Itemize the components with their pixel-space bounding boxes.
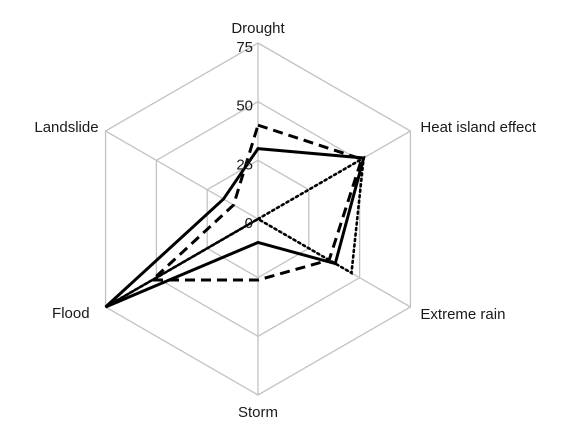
spoke-5 — [105, 130, 259, 220]
tick-label-50: 50 — [236, 98, 253, 115]
axis-labels: Drought Heat island effect Extreme rain … — [34, 20, 537, 421]
series-dotted-line — [104, 155, 366, 309]
tick-label-75: 75 — [236, 39, 253, 56]
series-layer — [104, 123, 366, 309]
tick-label-0: 0 — [245, 215, 253, 232]
axis-label-heat-island-effect: Heat island effect — [420, 119, 536, 136]
axis-label-extreme-rain: Extreme rain — [420, 306, 505, 323]
axis-label-flood: Flood — [52, 305, 90, 322]
axis-label-landslide: Landslide — [34, 119, 98, 136]
axis-label-drought: Drought — [231, 20, 285, 37]
tick-label-25: 25 — [236, 156, 253, 173]
axis-label-storm: Storm — [238, 404, 278, 421]
series-dashed-line — [148, 123, 364, 282]
radial-ticks: 0 25 50 75 — [236, 39, 253, 232]
